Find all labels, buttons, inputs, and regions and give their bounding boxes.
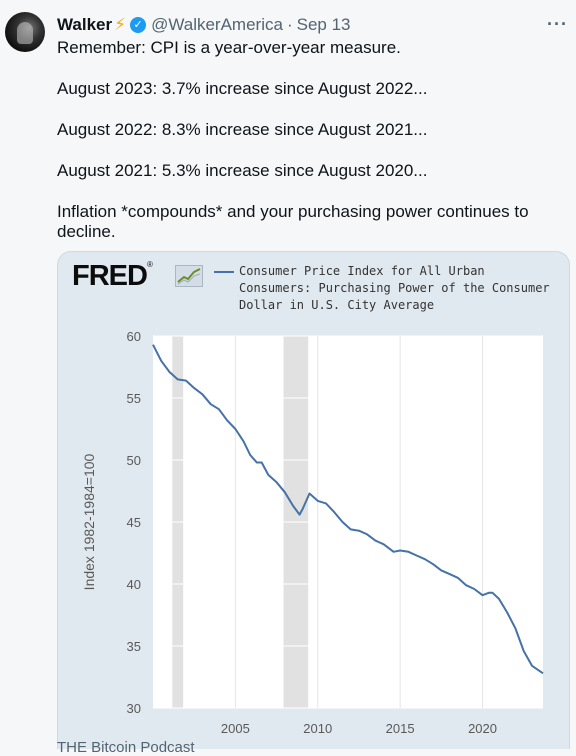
avatar[interactable] <box>5 12 45 52</box>
legend-swatch <box>214 271 234 273</box>
author-name[interactable]: Walker <box>57 15 113 34</box>
tweet-text: Remember: CPI is a year-over-year measur… <box>57 38 567 242</box>
verified-badge-icon[interactable]: ✓ <box>130 17 147 33</box>
legend-line-3: Dollar in U.S. City Average <box>239 298 435 312</box>
y-tick-label: 40 <box>127 577 141 592</box>
legend-line-2: Consumers: Purchasing Power of the Consu… <box>239 281 550 295</box>
more-options-icon[interactable]: ··· <box>547 14 568 34</box>
x-tick-label: 2020 <box>468 721 497 736</box>
x-tick-label: 2015 <box>386 721 415 736</box>
chart-image-card[interactable]: FRED® Consumer Price Index for All Urban… <box>57 251 570 749</box>
y-tick-label: 55 <box>127 391 141 406</box>
tweet-header: Walker ⚡ ✓ @WalkerAmerica · Sep 13 <box>57 14 566 36</box>
author-handle[interactable]: @WalkerAmerica <box>151 15 283 34</box>
legend-line-1: Consumer Price Index for All Urban <box>239 264 485 278</box>
y-axis-label: Index 1982-1984=100 <box>81 453 97 590</box>
tweet-line: August 2021: 5.3% increase since August … <box>57 161 428 180</box>
tweet-line: August 2022: 8.3% increase since August … <box>57 120 428 139</box>
tweet-line: Inflation *compounds* and your purchasin… <box>57 202 529 241</box>
y-tick-label: 30 <box>127 701 141 716</box>
avatar-icon <box>17 22 33 44</box>
series-line <box>152 344 544 675</box>
x-tick-label: 2005 <box>221 721 250 736</box>
fred-logo: FRED® <box>72 260 153 292</box>
separator-dot: · <box>286 15 293 34</box>
tweet-date[interactable]: Sep 13 <box>296 15 351 34</box>
x-tick-label: 2010 <box>303 721 332 736</box>
lightning-bolt-icon: ⚡ <box>114 15 127 34</box>
cpi-chart: 30 35 40 45 50 55 60 2005 2010 2015 2020 Index 19… <box>81 329 544 736</box>
tweet-line: Remember: CPI is a year-over-year measur… <box>57 38 401 57</box>
y-tick-label: 60 <box>127 329 141 344</box>
y-tick-label: 45 <box>127 515 141 530</box>
fred-chart-icon <box>175 265 203 287</box>
y-tick-label: 35 <box>127 639 141 654</box>
tweet-line: August 2023: 3.7% increase since August … <box>57 79 428 98</box>
y-tick-label: 50 <box>127 453 141 468</box>
legend-text: Consumer Price Index for All Urban Consu… <box>239 263 569 314</box>
